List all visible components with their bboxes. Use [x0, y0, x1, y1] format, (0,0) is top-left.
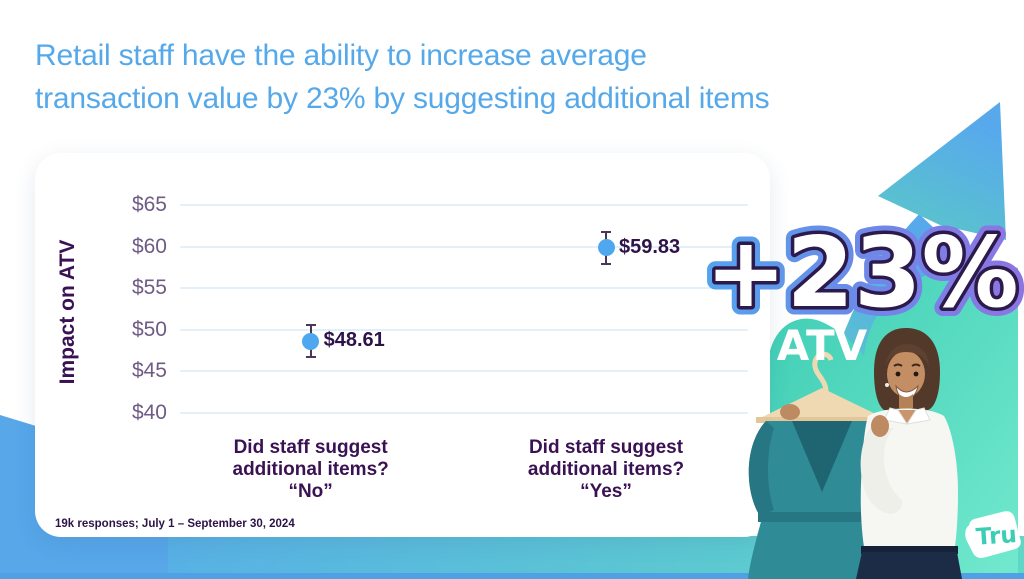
page-title-line1: Retail staff have the ability to increas…	[35, 39, 647, 72]
gridline	[180, 204, 748, 206]
page-title: Retail staff have the ability to increas…	[35, 34, 770, 120]
y-tick-label: $40	[131, 400, 167, 424]
hanger-icon	[756, 351, 888, 423]
teal-panel	[768, 263, 1018, 579]
y-axis-label: Impact on ATV	[56, 239, 79, 385]
woman	[856, 328, 962, 579]
footnote: 19k responses; July 1 – September 30, 20…	[55, 518, 295, 530]
growth-arrow-icon	[822, 102, 1006, 423]
y-tick-label: $55	[131, 276, 167, 299]
gridline	[180, 411, 748, 414]
x-category-line: additional items?	[527, 459, 685, 480]
gridline	[180, 370, 748, 372]
callout-atv-label: ATV	[777, 321, 868, 370]
error-bar-cap	[601, 262, 611, 265]
y-tick-label: $50	[131, 317, 167, 341]
x-category-line: Did staff suggest	[528, 437, 684, 458]
error-bar-cap	[305, 324, 316, 327]
x-category-label: Did staff suggest additional items? “Yes”	[491, 437, 721, 503]
data-point-label: $59.83	[619, 235, 681, 258]
gridline	[180, 287, 748, 289]
data-point	[597, 239, 615, 257]
x-category-line: “No”	[288, 481, 333, 502]
y-tick-label: $60	[131, 234, 167, 258]
tru-logo-text: Tru	[975, 522, 1018, 551]
x-category-label: Did staff suggest additional items? “No”	[196, 437, 426, 503]
retail-staff-illustration	[748, 328, 962, 579]
page-title-line2: transaction value by 23% by suggesting a…	[35, 82, 770, 115]
error-bar-cap	[305, 355, 316, 358]
gridline	[180, 245, 748, 248]
tru-logo: Tru	[965, 511, 1021, 558]
gridline	[180, 328, 748, 331]
hand	[780, 404, 800, 420]
y-tick-label: $45	[131, 359, 167, 382]
x-category-line: Did staff suggest	[233, 437, 388, 458]
x-category-line: “Yes”	[580, 481, 632, 502]
data-point-label: $48.61	[323, 329, 385, 352]
y-tick-label: $65	[131, 193, 167, 216]
bottom-border-line	[0, 573, 1024, 579]
error-bar-cap	[601, 231, 611, 234]
data-point	[302, 332, 320, 350]
x-category-line: additional items?	[232, 459, 389, 480]
bottom-gradient-strip	[0, 536, 1024, 579]
chart-card: Impact on ATV $65 $60 $55 $50 $45 $40 $48.61 Di…	[35, 153, 770, 537]
